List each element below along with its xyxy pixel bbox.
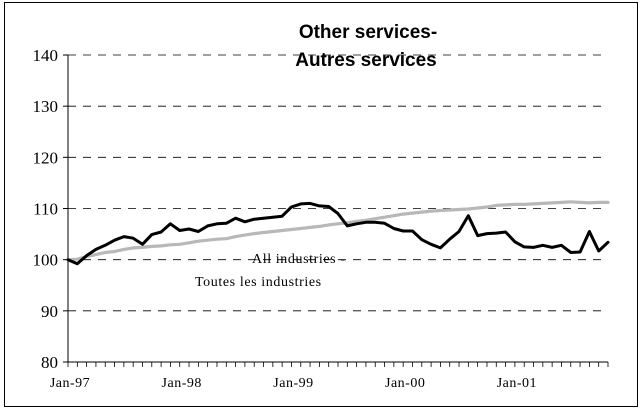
annotation-toutes-les-industries: Toutes les industries	[195, 275, 322, 290]
gridlines	[68, 54, 608, 312]
annotation-all-industries: All industries -	[252, 252, 346, 267]
axes	[63, 54, 609, 367]
y-tick-label-120: 120	[33, 148, 59, 167]
x-tick-label-Jan-00: Jan-00	[385, 376, 425, 391]
y-tick-label-100: 100	[33, 251, 59, 270]
y-tick-label-110: 110	[33, 200, 58, 219]
x-tick-label-Jan-99: Jan-99	[273, 376, 313, 391]
x-tick-labels: Jan-97 Jan-98 Jan-99 Jan-00 Jan-01	[50, 376, 537, 391]
y-tick-label-140: 140	[33, 46, 59, 65]
chart-title-line-1: Other services-	[299, 22, 437, 43]
series-line-all-industries	[66, 200, 610, 262]
y-tick-labels: 80 90 100 110 120 130 140	[33, 46, 59, 372]
y-tick-label-90: 90	[41, 302, 58, 321]
series-line-other-services	[66, 201, 610, 266]
chart-title-line-2: Autres services	[295, 50, 437, 71]
x-tick-label-Jan-98: Jan-98	[162, 376, 202, 391]
y-tick-label-80: 80	[41, 353, 58, 372]
series-lines	[66, 200, 610, 266]
x-tick-label-Jan-97: Jan-97	[50, 376, 90, 391]
y-tick-label-130: 130	[33, 97, 59, 116]
x-tick-label-Jan-01: Jan-01	[497, 376, 537, 391]
